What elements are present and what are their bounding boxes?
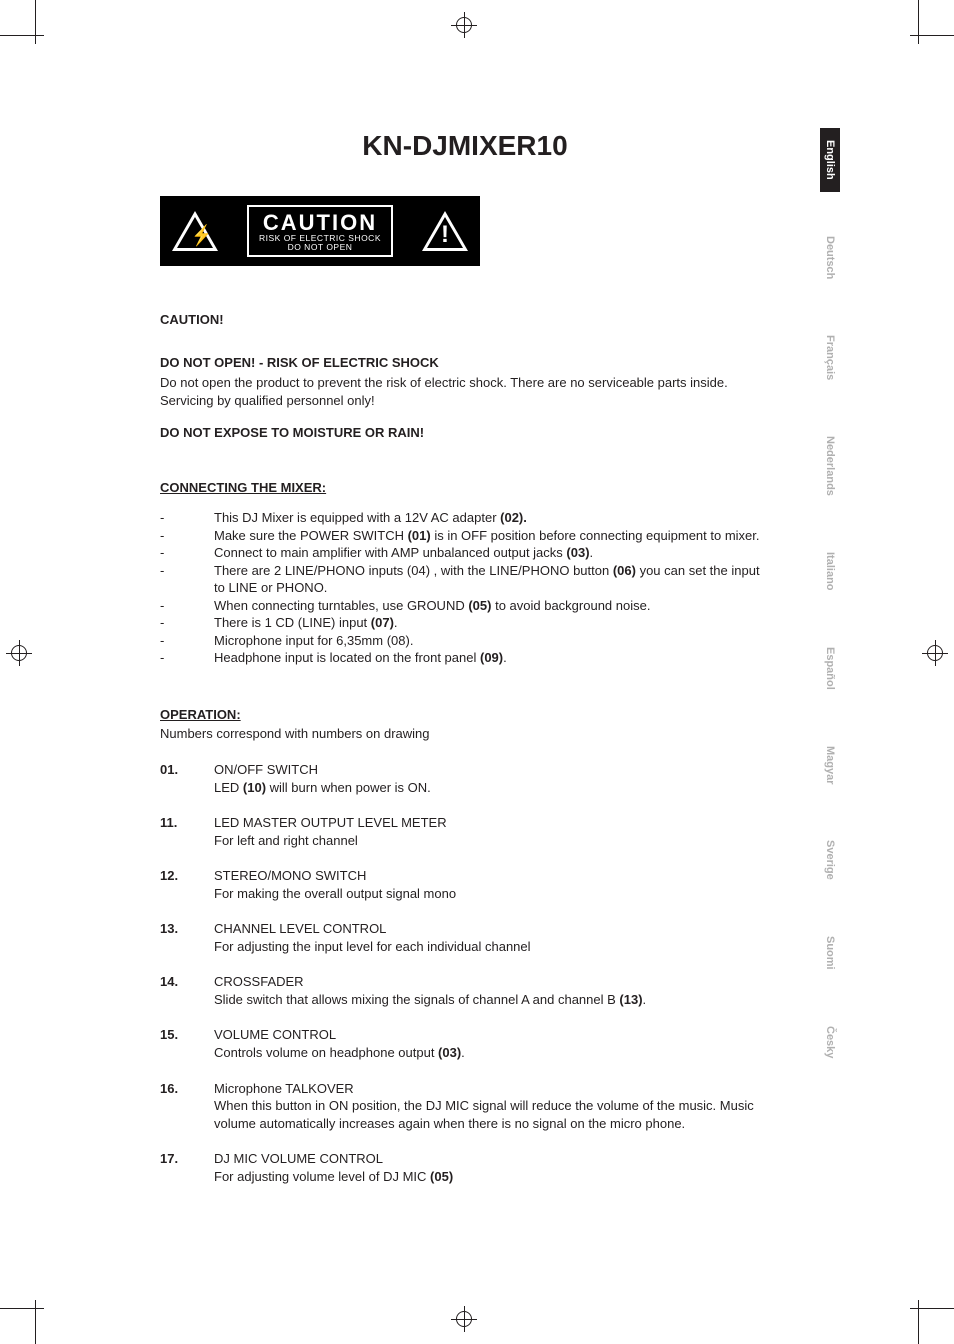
caution-warning-box: ⚡ CAUTION RISK OF ELECTRIC SHOCK DO NOT … xyxy=(160,196,480,266)
language-tabs: English Deutsch Français Nederlands Italiano… xyxy=(820,128,844,1102)
operation-item-body: CROSSFADERSlide switch that allows mixin… xyxy=(214,973,770,1008)
registration-mark xyxy=(922,640,948,666)
crop-mark xyxy=(910,35,954,36)
caution-line-2: DO NOT OPEN xyxy=(259,243,381,252)
operation-item-body: VOLUME CONTROLControls volume on headpho… xyxy=(214,1026,770,1061)
language-tab-english[interactable]: English xyxy=(820,128,840,192)
operation-item: 14.CROSSFADERSlide switch that allows mi… xyxy=(160,973,770,1008)
warning-1-body: Do not open the product to prevent the r… xyxy=(160,374,770,409)
crop-mark xyxy=(0,35,44,36)
operation-item: 15.VOLUME CONTROLControls volume on head… xyxy=(160,1026,770,1061)
exclamation-icon: ! xyxy=(422,210,468,252)
registration-mark xyxy=(451,12,477,38)
connecting-item: -Connect to main amplifier with AMP unba… xyxy=(160,544,770,562)
page-title: KN-DJMIXER10 xyxy=(160,130,770,162)
shock-hazard-icon: ⚡ xyxy=(172,210,218,252)
language-tab-español[interactable]: Español xyxy=(820,635,840,702)
connecting-item: -When connecting turntables, use GROUND … xyxy=(160,597,770,615)
document-page: KN-DJMIXER10 ⚡ CAUTION RISK OF ELECTRIC … xyxy=(160,130,770,1203)
operation-item-label: ON/OFF SWITCH xyxy=(214,761,770,779)
operation-item-desc: When this button in ON position, the DJ … xyxy=(214,1097,770,1132)
language-tab-italiano[interactable]: Italiano xyxy=(820,540,840,603)
caution-title: CAUTION! xyxy=(160,312,770,327)
crop-mark xyxy=(918,0,919,44)
operation-item-number: 11. xyxy=(160,814,214,849)
operation-item-number: 12. xyxy=(160,867,214,902)
language-tab-sverige[interactable]: Sverige xyxy=(820,828,840,892)
crop-mark xyxy=(0,1308,44,1309)
operation-item-desc: For adjusting volume level of DJ MIC (05… xyxy=(214,1168,770,1186)
operation-item: 11.LED MASTER OUTPUT LEVEL METERFor left… xyxy=(160,814,770,849)
operation-item-number: 13. xyxy=(160,920,214,955)
registration-mark xyxy=(451,1306,477,1332)
operation-list: 01.ON/OFF SWITCHLED (10) will burn when … xyxy=(160,761,770,1185)
connecting-item: -There is 1 CD (LINE) input (07). xyxy=(160,614,770,632)
connecting-item: -Microphone input for 6,35mm (08). xyxy=(160,632,770,650)
crop-mark xyxy=(35,0,36,44)
operation-item-body: Microphone TALKOVERWhen this button in O… xyxy=(214,1080,770,1133)
operation-item: 12.STEREO/MONO SWITCHFor making the over… xyxy=(160,867,770,902)
connecting-item: -There are 2 LINE/PHONO inputs (04) , wi… xyxy=(160,562,770,597)
registration-mark xyxy=(6,640,32,666)
operation-item-desc: Controls volume on headphone output (03)… xyxy=(214,1044,770,1062)
operation-item-number: 01. xyxy=(160,761,214,796)
operation-item-desc: For left and right channel xyxy=(214,832,770,850)
crop-mark xyxy=(35,1300,36,1344)
operation-item-desc: Slide switch that allows mixing the sign… xyxy=(214,991,770,1009)
operation-item-desc: For adjusting the input level for each i… xyxy=(214,938,770,956)
operation-title: OPERATION: xyxy=(160,707,770,722)
operation-item-body: CHANNEL LEVEL CONTROLFor adjusting the i… xyxy=(214,920,770,955)
crop-mark xyxy=(910,1308,954,1309)
operation-item-desc: LED (10) will burn when power is ON. xyxy=(214,779,770,797)
operation-item: 01.ON/OFF SWITCHLED (10) will burn when … xyxy=(160,761,770,796)
operation-item-body: ON/OFF SWITCHLED (10) will burn when pow… xyxy=(214,761,770,796)
operation-item-number: 14. xyxy=(160,973,214,1008)
operation-item-body: STEREO/MONO SWITCHFor making the overall… xyxy=(214,867,770,902)
operation-item-label: VOLUME CONTROL xyxy=(214,1026,770,1044)
operation-item: 17.DJ MIC VOLUME CONTROLFor adjusting vo… xyxy=(160,1150,770,1185)
operation-item: 16.Microphone TALKOVERWhen this button i… xyxy=(160,1080,770,1133)
connecting-title: CONNECTING THE MIXER: xyxy=(160,480,770,495)
operation-item-body: LED MASTER OUTPUT LEVEL METERFor left an… xyxy=(214,814,770,849)
caution-heading: CAUTION xyxy=(259,211,381,234)
language-tab-deutsch[interactable]: Deutsch xyxy=(820,224,840,291)
operation-item-label: DJ MIC VOLUME CONTROL xyxy=(214,1150,770,1168)
language-tab-nederlands[interactable]: Nederlands xyxy=(820,424,840,508)
operation-item-number: 16. xyxy=(160,1080,214,1133)
language-tab-suomi[interactable]: Suomi xyxy=(820,924,840,982)
operation-item-desc: For making the overall output signal mon… xyxy=(214,885,770,903)
operation-item-label: Microphone TALKOVER xyxy=(214,1080,770,1098)
operation-item-label: STEREO/MONO SWITCH xyxy=(214,867,770,885)
operation-item-label: LED MASTER OUTPUT LEVEL METER xyxy=(214,814,770,832)
warning-1-title: DO NOT OPEN! - RISK OF ELECTRIC SHOCK xyxy=(160,355,770,370)
caution-text-frame: CAUTION RISK OF ELECTRIC SHOCK DO NOT OP… xyxy=(247,205,393,258)
language-tab-česky[interactable]: Česky xyxy=(820,1014,840,1070)
operation-item-body: DJ MIC VOLUME CONTROLFor adjusting volum… xyxy=(214,1150,770,1185)
language-tab-magyar[interactable]: Magyar xyxy=(820,734,840,797)
operation-item-label: CROSSFADER xyxy=(214,973,770,991)
operation-item-number: 17. xyxy=(160,1150,214,1185)
warning-2-title: DO NOT EXPOSE TO MOISTURE OR RAIN! xyxy=(160,425,770,440)
connecting-item: -This DJ Mixer is equipped with a 12V AC… xyxy=(160,509,770,527)
operation-item: 13.CHANNEL LEVEL CONTROLFor adjusting th… xyxy=(160,920,770,955)
connecting-item: -Make sure the POWER SWITCH (01) is in O… xyxy=(160,527,770,545)
language-tab-français[interactable]: Français xyxy=(820,323,840,392)
operation-item-label: CHANNEL LEVEL CONTROL xyxy=(214,920,770,938)
operation-subtitle: Numbers correspond with numbers on drawi… xyxy=(160,726,770,741)
connecting-list: -This DJ Mixer is equipped with a 12V AC… xyxy=(160,509,770,667)
crop-mark xyxy=(918,1300,919,1344)
operation-item-number: 15. xyxy=(160,1026,214,1061)
connecting-item: -Headphone input is located on the front… xyxy=(160,649,770,667)
